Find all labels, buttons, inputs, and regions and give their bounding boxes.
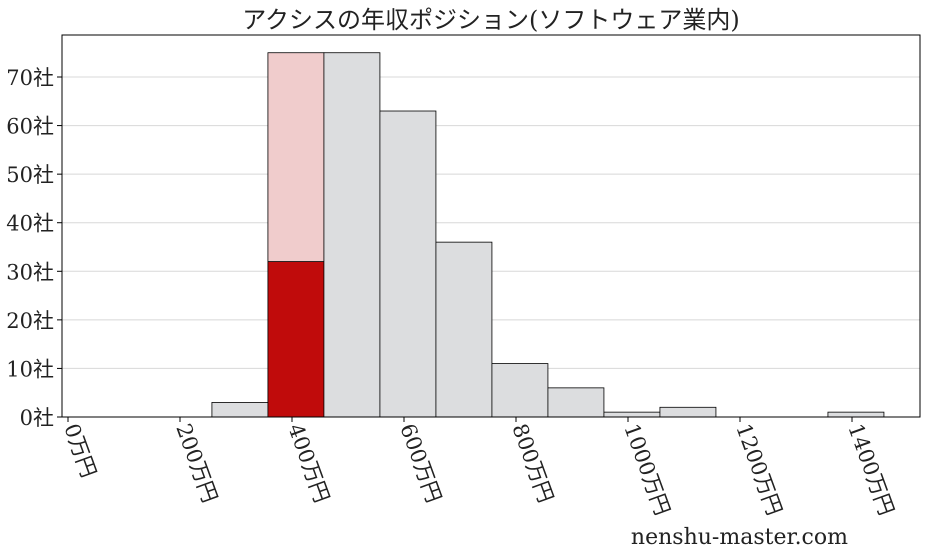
bar	[603, 411, 661, 418]
x-tick-label: 600万円	[395, 421, 446, 506]
y-tick-label: 10社	[6, 357, 54, 381]
highlight-bar	[267, 261, 325, 418]
x-tick-label: 0万円	[59, 421, 100, 481]
watermark: nenshu-master.com	[631, 525, 848, 550]
chart-title: アクシスの年収ポジション(ソフトウェア業内)	[242, 6, 740, 34]
bar	[827, 411, 885, 418]
y-tick-label: 40社	[6, 212, 54, 236]
bar	[323, 52, 381, 418]
bar	[435, 241, 493, 418]
bar	[659, 406, 717, 418]
y-tick-label: 60社	[6, 115, 54, 139]
bar	[211, 402, 269, 418]
y-tick-label: 70社	[6, 66, 54, 90]
x-tick-label: 800万円	[507, 421, 558, 506]
x-tick-label: 400万円	[283, 421, 334, 506]
y-tick-label: 30社	[6, 260, 54, 284]
plot-frame	[61, 34, 921, 418]
y-tick-label: 0社	[20, 406, 54, 430]
bar	[491, 363, 549, 418]
x-tick-label: 1000万円	[619, 421, 674, 519]
y-tick-label: 20社	[6, 309, 54, 333]
bar	[547, 387, 605, 418]
x-tick-label: 1400万円	[843, 421, 898, 519]
x-tick-label: 1200万円	[731, 421, 786, 519]
x-tick-label: 200万円	[171, 421, 222, 506]
bar	[379, 110, 437, 418]
y-tick-label: 50社	[6, 163, 54, 187]
